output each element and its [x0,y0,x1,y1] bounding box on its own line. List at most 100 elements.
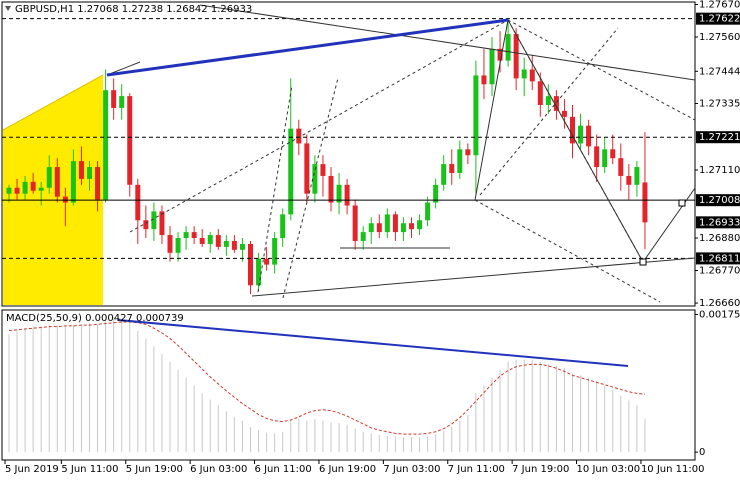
candle-body [594,146,600,168]
candle-body [586,125,592,147]
x-tick-label: 6 Jun 11:00 [255,464,312,475]
candle-body [409,223,414,230]
candle-body [191,232,197,239]
drawings [2,4,696,367]
candle-body [135,184,141,221]
level-box [696,131,740,144]
candle-body [78,161,84,179]
candle-body [529,69,535,82]
y-tick-label: 1.26880 [699,233,740,244]
candle-body [6,187,12,194]
candle-body [344,184,350,206]
fan-line [507,19,696,121]
candle-body [22,181,28,194]
candle-body [489,48,495,85]
candle-body [62,196,68,203]
candle-body [239,243,245,250]
x-tick-label: 6 Jun 03:00 [190,464,247,475]
candle-body [368,223,374,233]
level-label: 1.26811 [699,253,740,264]
candle-body [159,211,165,236]
x-tick-label: 6 Jun 19:00 [319,464,376,475]
y-tick-label: 1.26660 [699,298,740,309]
x-tick-label: 7 Jun 11:00 [448,464,505,475]
candle-body [578,125,584,144]
candle-body [95,167,101,200]
candle-body [376,223,382,233]
candle-body [481,75,487,85]
candle-body [167,235,173,253]
candle-body [497,48,503,61]
zigzag [474,18,696,263]
candle-body [199,238,205,244]
candle-body [521,69,527,79]
candle-body [38,187,44,191]
candle-body [248,243,253,286]
candle-body [602,149,608,168]
candle-body [626,175,632,185]
candle-body [223,240,229,247]
candle-body [465,149,471,156]
fan-line [474,199,661,303]
candle-body [392,214,398,233]
level-box [696,252,740,265]
candle-body [103,90,109,200]
candle-body [127,96,133,185]
candle-body [175,238,181,253]
candle-body [143,220,149,230]
price-panel [1,1,696,307]
candle-body [14,187,20,194]
candle-body [425,202,431,221]
candle-body [30,181,36,191]
x-tick-label: 5 Jun 19:00 [126,464,183,475]
candle-body [70,161,76,203]
candle-body [207,235,213,244]
zone-edge [2,74,104,131]
candle-body [433,184,439,203]
macd-panel [1,309,696,461]
candle-body [473,75,479,156]
candle-body [570,116,575,144]
y-tick-label: 1.27670 [699,0,740,10]
candle-body [320,164,326,176]
candle-body [634,167,640,185]
candle-body [272,238,278,265]
candle-body [151,211,157,230]
candle-body [231,240,237,250]
channel-line [257,84,293,293]
fan-line [479,27,619,196]
marker [678,199,686,207]
macd-title: MACD(25,50,9) 0.000427 0.000739 [6,313,184,324]
x-tick-label: 7 Jun 19:00 [512,464,569,475]
level-label: 1.27221 [699,132,740,143]
x-tick-label: 10 Jun 03:00 [577,464,641,475]
y-tick-label: 0.001756 [699,309,740,320]
candle-body [280,214,286,239]
level-label: 1.27622 [699,14,740,25]
candle-body [296,128,302,144]
x-tick-label: 7 Jun 03:00 [383,464,440,475]
y-tick-label: 1.27335 [699,99,740,110]
level-box [696,194,740,207]
x-tick-label: 10 Jun 11:00 [641,464,705,475]
channel-line [282,77,339,299]
candle-body [537,81,543,105]
level-label: 1.27008 [699,195,740,206]
y-tick-label: 1.27560 [699,32,740,43]
candle-body [441,164,447,185]
signal-line [8,321,646,435]
candle-body [183,232,189,239]
candle-body [505,34,511,61]
candle-body [642,182,648,223]
y-tick-label: 1.26770 [699,266,740,277]
candle-body [215,235,221,247]
y-tick-label: 1.27444 [699,66,740,77]
candle-body [54,167,60,197]
fan-line [129,19,509,233]
level-label: 1.26933 [699,217,740,228]
level-box [696,12,740,25]
highlight-zone [3,75,103,305]
level-box [696,216,740,229]
